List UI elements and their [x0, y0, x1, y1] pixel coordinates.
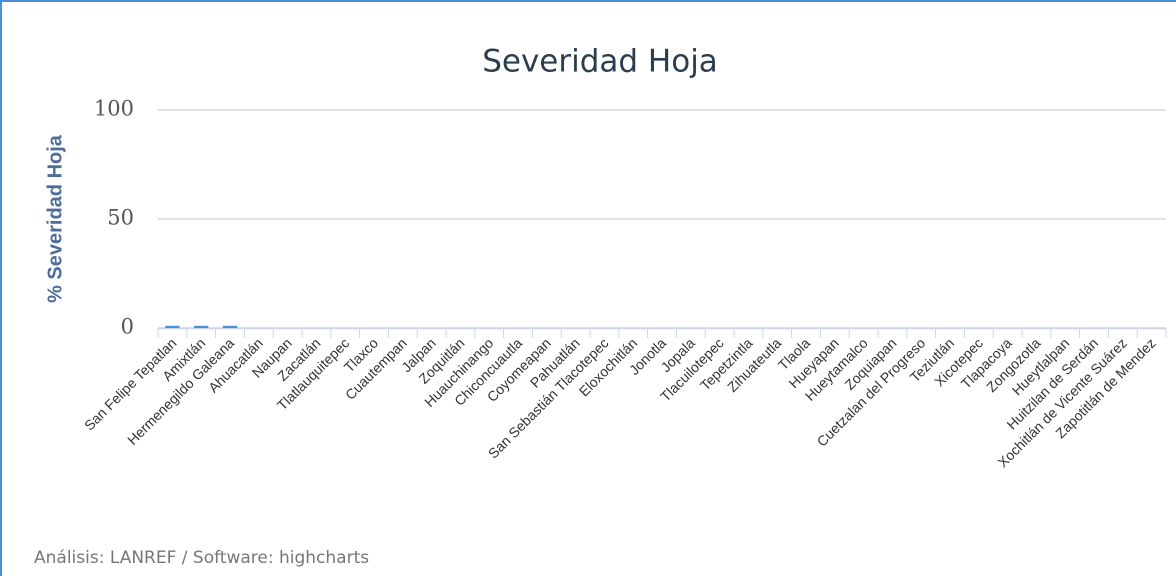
y-tick-label: 0: [121, 315, 134, 339]
bar: [194, 325, 209, 328]
y-tick-label: 50: [107, 206, 134, 230]
credits: Análisis: LANREF / Software: highcharts: [34, 548, 369, 568]
bar: [165, 325, 180, 328]
y-axis-title: % Severidad Hoja: [44, 134, 66, 303]
x-tick-label: San Felipe Tepatlan: [81, 335, 180, 434]
bar: [222, 325, 238, 328]
y-tick-label: 100: [94, 97, 134, 121]
chart-title: Severidad Hoja: [482, 44, 718, 80]
